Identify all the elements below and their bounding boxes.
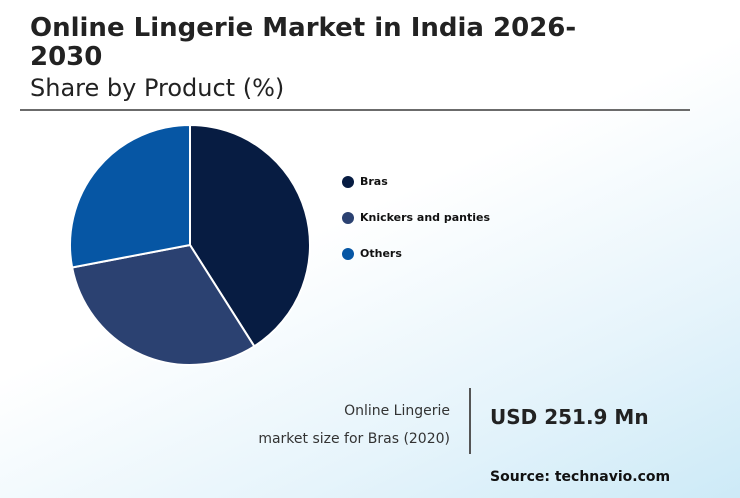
- stat-value: USD 251.9 Mn: [490, 405, 649, 429]
- legend-label-bras: Bras: [360, 175, 388, 188]
- legend-dot-others: [342, 248, 354, 260]
- stat-label-line-2: market size for Bras (2020): [258, 431, 450, 447]
- pie-chart: [69, 124, 311, 366]
- stat-label-line-1: Online Lingerie: [344, 403, 450, 419]
- pie-slice-knickers-and-panties: [70, 243, 256, 366]
- chart-subtitle: Share by Product (%): [30, 74, 285, 102]
- stat-label: Online Lingerie market size for Bras (20…: [210, 397, 450, 453]
- page-title: Online Lingerie Market in India 2026-203…: [30, 13, 577, 72]
- title-divider: [20, 109, 690, 111]
- legend-dot-knickers-and-panties: [342, 212, 354, 224]
- source-credit: Source: technavio.com: [490, 469, 671, 485]
- legend-label-knickers-and-panties: Knickers and panties: [360, 211, 491, 224]
- legend-dot-bras: [342, 176, 354, 188]
- stat-divider: [469, 388, 471, 454]
- pie-slice-others: [69, 124, 191, 269]
- legend-label-others: Others: [360, 247, 402, 260]
